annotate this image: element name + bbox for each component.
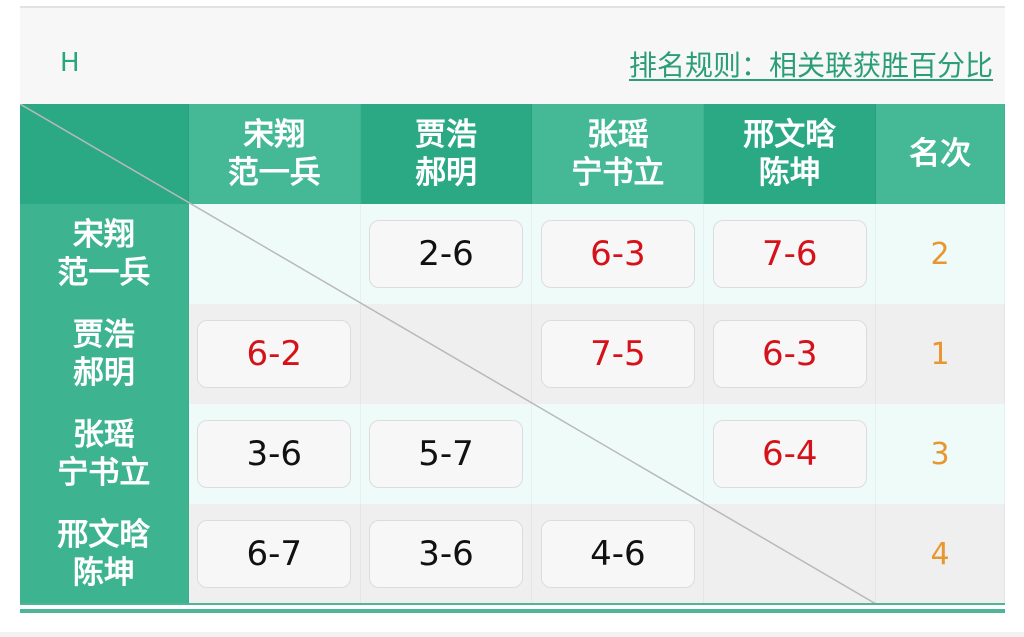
rank-value: 4 (930, 536, 950, 572)
player-names: 贾浩 (415, 117, 478, 153)
player-names: 宁书立 (571, 155, 665, 191)
score-button[interactable]: 6-3 (540, 220, 695, 288)
player-names: 贾浩 (72, 317, 135, 353)
group-label: H (60, 48, 80, 78)
player-names: 范一兵 (57, 255, 151, 291)
player-names: 张瑶 (72, 417, 135, 453)
player-names: 郝明 (72, 355, 135, 391)
score-cell: 6-2 (189, 304, 361, 404)
row-header: 贾浩 郝明 (20, 304, 189, 404)
column-header: 张瑶 宁书立 (532, 104, 705, 204)
row-header: 邢文晗 陈坤 (20, 504, 189, 604)
row-header: 宋翔 范一兵 (20, 204, 189, 304)
score-button[interactable]: 6-7 (197, 520, 352, 588)
column-header: 贾浩 郝明 (360, 104, 533, 204)
player-names: 邢文晗 (57, 517, 151, 553)
score-button[interactable]: 6-4 (712, 420, 867, 488)
player-names: 陈坤 (758, 155, 821, 191)
score-cell: 6-4 (704, 404, 877, 504)
row-header: 张瑶 宁书立 (20, 404, 189, 504)
score-cell: 3-6 (189, 404, 361, 504)
player-names: 张瑶 (586, 117, 649, 153)
score-button[interactable]: 4-6 (540, 520, 695, 588)
rank-value: 1 (930, 336, 950, 372)
header-row: 宋翔 范一兵 贾浩 郝明 张瑶 宁书立 邢文晗 陈坤 名次 (20, 104, 1006, 204)
score-button[interactable]: 5-7 (369, 420, 524, 488)
rank-cell: 1 (876, 304, 1006, 404)
self-match-cell (361, 304, 533, 404)
table-row: 宋翔 范一兵 2-6 6-3 7-6 2 (20, 204, 1006, 304)
player-names: 邢文晗 (743, 117, 837, 153)
score-cell: 7-5 (532, 304, 705, 404)
player-names: 宁书立 (57, 455, 151, 491)
bottom-green-bar (20, 609, 1005, 613)
score-cell: 7-6 (704, 204, 877, 304)
player-names: 范一兵 (227, 155, 321, 191)
score-cell: 6-3 (532, 204, 705, 304)
score-button[interactable]: 7-6 (712, 220, 867, 288)
table-row: 贾浩 郝明 6-2 7-5 6-3 1 (20, 304, 1006, 404)
corner-cell (20, 104, 189, 204)
score-cell: 4-6 (532, 504, 705, 604)
score-cell: 3-6 (361, 504, 533, 604)
self-match-cell (704, 504, 877, 604)
score-button[interactable]: 6-3 (712, 320, 867, 388)
column-header: 宋翔 范一兵 (188, 104, 361, 204)
table-row: 邢文晗 陈坤 6-7 3-6 4-6 4 (20, 504, 1006, 604)
ranking-rule-link[interactable]: 排名规则：相关联获胜百分比 (628, 49, 993, 82)
player-names: 郝明 (415, 155, 478, 191)
results-matrix: 宋翔 范一兵 贾浩 郝明 张瑶 宁书立 邢文晗 陈坤 名次 宋翔 范一兵 2-6 6-3 7-6… (20, 104, 1006, 604)
rank-cell: 4 (876, 504, 1006, 604)
score-button[interactable]: 2-6 (369, 220, 524, 288)
player-names: 宋翔 (243, 117, 306, 153)
player-names: 陈坤 (72, 555, 135, 591)
score-cell: 6-3 (704, 304, 877, 404)
rank-value: 2 (930, 236, 950, 272)
bottom-divider (0, 632, 1024, 637)
score-button[interactable]: 6-2 (197, 320, 352, 388)
score-button[interactable]: 3-6 (369, 520, 524, 588)
group-header (20, 8, 1005, 104)
self-match-cell (189, 204, 361, 304)
score-cell: 2-6 (361, 204, 533, 304)
score-button[interactable]: 7-5 (540, 320, 695, 388)
rank-header: 名次 (876, 104, 1006, 204)
score-cell: 6-7 (189, 504, 361, 604)
rank-cell: 2 (876, 204, 1006, 304)
self-match-cell (532, 404, 705, 504)
top-divider (20, 6, 1005, 8)
score-cell: 5-7 (361, 404, 533, 504)
player-names: 宋翔 (72, 217, 135, 253)
table-row: 张瑶 宁书立 3-6 5-7 6-4 3 (20, 404, 1006, 504)
rank-value: 3 (930, 436, 950, 472)
bottom-green-line (20, 603, 1005, 605)
column-header: 邢文晗 陈坤 (704, 104, 877, 204)
rank-cell: 3 (876, 404, 1006, 504)
score-button[interactable]: 3-6 (197, 420, 352, 488)
